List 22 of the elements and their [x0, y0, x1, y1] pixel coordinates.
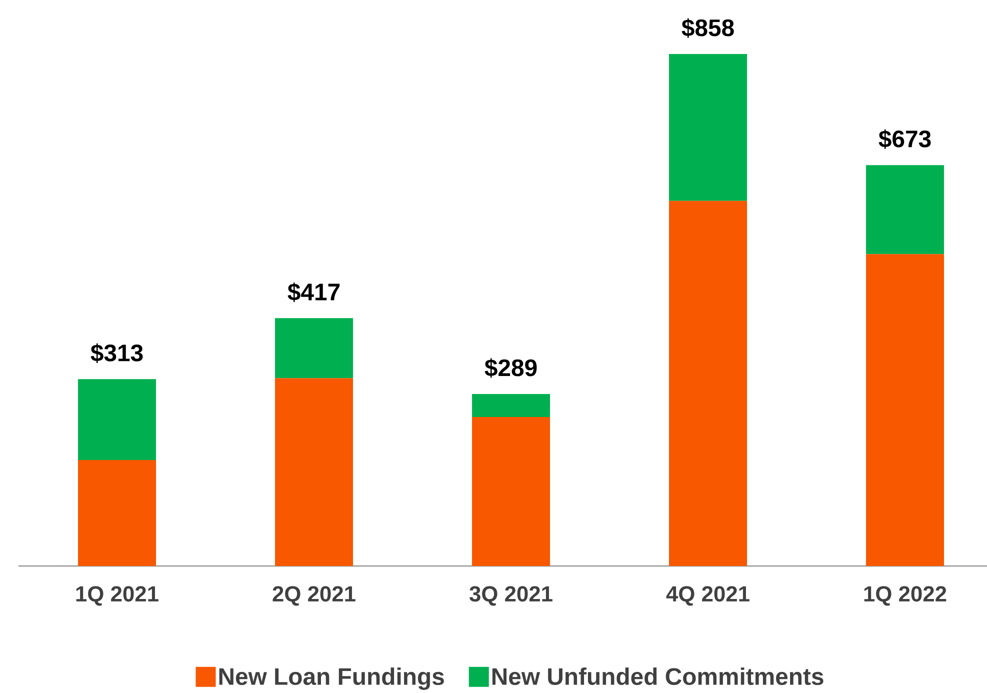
- bar: [78, 379, 156, 460]
- bar: [275, 318, 354, 378]
- x-tick-label: 3Q 2021: [469, 586, 552, 606]
- bar: [866, 165, 944, 254]
- legend-label: New Unfunded Commitments: [492, 667, 824, 686]
- bar: [472, 394, 550, 417]
- x-tick-label: 4Q 2021: [666, 586, 750, 606]
- bar: [275, 378, 354, 566]
- bar: [866, 254, 944, 566]
- annotation: $858: [682, 18, 734, 38]
- x-tick-label: 2Q 2021: [272, 586, 356, 606]
- x-tick-label: 1Q 2022: [864, 586, 946, 606]
- annotation: $289: [484, 358, 537, 378]
- annotation: $417: [288, 282, 340, 302]
- bar: [472, 416, 550, 566]
- bar: [669, 200, 748, 566]
- annotation: $313: [90, 343, 143, 363]
- annotation: $673: [878, 129, 931, 149]
- x-tick-label: 1Q 2021: [76, 586, 158, 606]
- bar: [78, 460, 156, 566]
- bar: [669, 54, 748, 201]
- legend-label: New Loan Fundings: [219, 667, 444, 690]
